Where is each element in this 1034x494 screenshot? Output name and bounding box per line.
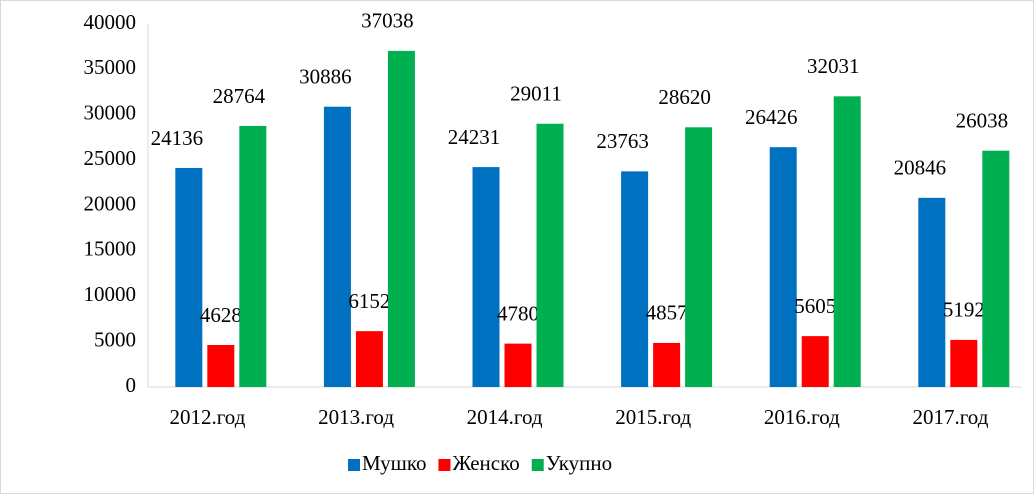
bar xyxy=(653,342,681,387)
data-label: 32031 xyxy=(807,54,860,78)
y-tick-label: 25000 xyxy=(84,146,137,170)
legend-label: Укупно xyxy=(546,451,612,475)
data-label: 23763 xyxy=(596,129,649,153)
bar xyxy=(982,150,1010,387)
bar xyxy=(685,127,713,387)
y-tick-label: 15000 xyxy=(84,237,137,261)
data-label: 20846 xyxy=(894,156,947,180)
bar xyxy=(207,345,235,387)
bar xyxy=(801,336,829,387)
data-label: 5192 xyxy=(943,298,985,322)
bar xyxy=(323,106,351,388)
data-label: 4780 xyxy=(497,301,539,325)
bar xyxy=(536,123,564,388)
x-tick-label: 2013.год xyxy=(318,405,394,429)
data-label: 4628 xyxy=(200,303,242,327)
legend-label: Мушко xyxy=(362,451,426,475)
x-tick-label: 2012.год xyxy=(169,405,245,429)
x-tick-label: 2015.год xyxy=(615,405,691,429)
data-label: 5605 xyxy=(794,294,836,318)
bar xyxy=(472,167,500,387)
data-label: 29011 xyxy=(510,82,562,106)
x-tick-label: 2017.год xyxy=(912,405,988,429)
bar xyxy=(769,147,797,387)
legend-swatch xyxy=(438,459,451,471)
legend-swatch xyxy=(531,459,544,471)
data-label: 37038 xyxy=(361,9,414,33)
data-label: 24231 xyxy=(448,125,501,149)
bar xyxy=(621,171,649,387)
y-tick-label: 35000 xyxy=(84,55,137,79)
data-label: 30886 xyxy=(299,65,352,89)
legend-label: Женско xyxy=(452,451,519,475)
y-tick-label: 10000 xyxy=(84,282,137,306)
data-label: 24136 xyxy=(151,126,204,150)
bar xyxy=(950,339,978,387)
y-tick-label: 20000 xyxy=(84,191,137,215)
bar xyxy=(833,96,861,388)
bar xyxy=(387,50,415,387)
data-label: 28620 xyxy=(658,85,711,109)
bar xyxy=(239,125,267,387)
y-tick-label: 0 xyxy=(126,373,137,397)
bar xyxy=(918,197,946,387)
y-tick-label: 30000 xyxy=(84,101,137,125)
legend-swatch xyxy=(348,459,360,471)
data-label: 26038 xyxy=(956,109,1009,133)
y-tick-label: 5000 xyxy=(94,327,136,351)
x-tick-label: 2014.год xyxy=(467,405,543,429)
bar xyxy=(175,167,203,387)
data-label: 6152 xyxy=(348,289,390,313)
y-tick-label: 40000 xyxy=(84,10,137,34)
data-label: 28764 xyxy=(213,84,266,108)
bar xyxy=(504,343,532,387)
x-tick-label: 2016.год xyxy=(764,405,840,429)
data-label: 26426 xyxy=(745,105,798,129)
data-label: 4857 xyxy=(646,301,688,325)
bar xyxy=(355,331,383,387)
